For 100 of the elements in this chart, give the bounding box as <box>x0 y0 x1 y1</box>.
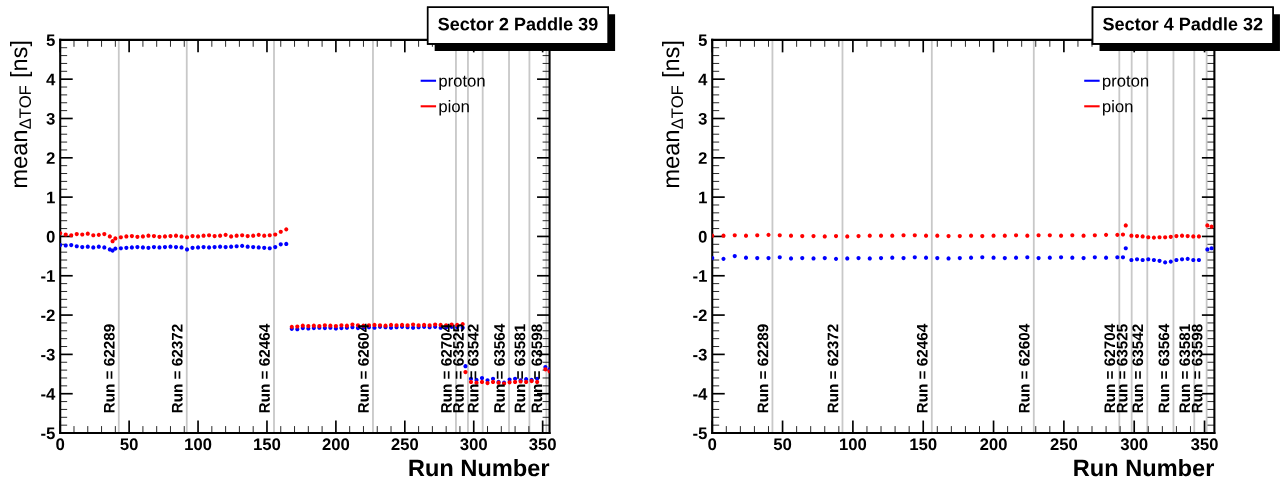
y-tick-label: -1 <box>693 270 707 282</box>
point <box>766 232 771 237</box>
point <box>923 255 929 260</box>
point <box>1092 255 1097 260</box>
point <box>1025 233 1030 238</box>
point <box>1185 233 1190 239</box>
y-tick-label: -2 <box>693 309 707 322</box>
point <box>732 233 737 238</box>
point <box>788 256 794 261</box>
annotation: Run = 62464 <box>259 323 270 413</box>
point <box>1013 255 1019 260</box>
point <box>1151 235 1156 240</box>
point <box>1196 234 1201 239</box>
legend-label: pion <box>1103 100 1133 116</box>
y-tick-label: 5 <box>698 34 707 47</box>
x-tick-label: 350 <box>1191 438 1218 451</box>
annotation: Run = 63598 <box>1191 324 1203 413</box>
point <box>811 256 816 261</box>
point <box>1092 233 1097 238</box>
x-tick-label: 300 <box>460 438 487 451</box>
point <box>822 234 827 239</box>
point <box>743 255 749 260</box>
point <box>912 233 917 238</box>
annotation: Run = 63581 <box>1179 324 1191 413</box>
point <box>1185 256 1190 261</box>
point <box>766 255 771 261</box>
point <box>935 255 940 261</box>
y-axis-title: mean$_{ΔTOF}$ [ns] <box>10 41 33 188</box>
point <box>890 255 895 260</box>
point <box>1146 257 1151 262</box>
point <box>1002 233 1007 238</box>
point <box>1070 255 1075 260</box>
y-tick-label: 1 <box>699 191 707 204</box>
point <box>1120 232 1126 237</box>
annotation: Run = 62704 <box>441 323 452 413</box>
point <box>1115 232 1120 237</box>
point <box>1081 255 1086 261</box>
annotation: Run = 62372 <box>827 324 839 413</box>
point <box>1179 257 1185 262</box>
point <box>957 233 962 239</box>
point <box>1123 246 1128 251</box>
point <box>1002 255 1007 261</box>
y-tick-label: -4 <box>693 388 708 400</box>
point <box>732 254 737 259</box>
point <box>1179 233 1185 238</box>
point <box>1168 259 1173 264</box>
y-tick-label: -4 <box>41 388 56 400</box>
point <box>946 233 951 239</box>
point <box>1058 255 1064 260</box>
point <box>901 255 906 261</box>
point <box>845 234 850 239</box>
x-tick-label: 100 <box>185 438 212 451</box>
y-tick-label: -2 <box>41 309 55 322</box>
point <box>800 255 805 261</box>
y-tick-label: -5 <box>41 427 55 440</box>
point <box>1047 233 1052 238</box>
point <box>777 233 782 238</box>
y-tick-label: -3 <box>693 348 707 361</box>
point <box>1157 258 1162 263</box>
chart-title: Sector 4 Paddle 32 <box>1103 17 1263 31</box>
point <box>743 233 749 238</box>
x-tick-label: 250 <box>391 438 419 451</box>
point <box>901 233 906 238</box>
y-tick-label: 1 <box>47 191 55 204</box>
point <box>1151 257 1156 263</box>
annotation: Run = 62604 <box>1018 323 1030 413</box>
annotation: Run = 63525 <box>1116 324 1128 413</box>
point <box>800 233 805 239</box>
point <box>1104 232 1109 237</box>
point <box>1163 235 1168 240</box>
point <box>890 233 895 238</box>
point <box>867 256 872 261</box>
x-tick-label: 200 <box>322 438 350 451</box>
point <box>1104 255 1109 260</box>
point <box>1174 257 1179 263</box>
annotation: Run = 62704 <box>1104 323 1116 413</box>
y-tick-label: -5 <box>693 427 707 440</box>
point <box>878 255 884 261</box>
point <box>980 233 985 239</box>
legend-label: proton <box>439 75 485 91</box>
x-tick-label: 200 <box>980 438 1007 451</box>
point <box>878 233 884 238</box>
point <box>968 233 974 238</box>
point <box>1168 234 1173 239</box>
legend-label: proton <box>1103 75 1149 91</box>
point <box>867 233 872 238</box>
x-tick-label: 250 <box>1050 438 1078 451</box>
x-tick-label: 50 <box>120 438 138 451</box>
x-tick-label: 150 <box>910 438 937 451</box>
y-tick-label: 2 <box>46 152 55 164</box>
point <box>1047 255 1052 260</box>
point <box>721 256 726 261</box>
annotation: Run = 62289 <box>757 324 769 413</box>
x-tick-label: 350 <box>529 438 556 451</box>
point <box>912 255 917 260</box>
point <box>1115 255 1120 260</box>
point <box>957 255 962 261</box>
point <box>1191 257 1196 263</box>
x-axis-title: Run Number <box>409 458 550 477</box>
annotation: Run = 63564 <box>1158 323 1170 413</box>
